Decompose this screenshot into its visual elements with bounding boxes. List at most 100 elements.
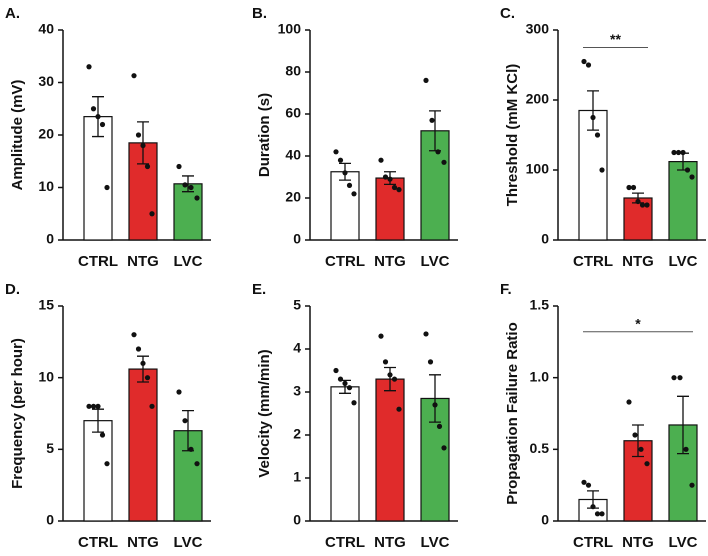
data-point: [432, 402, 438, 408]
y-tick-label: 5: [46, 440, 54, 456]
data-point: [599, 167, 605, 173]
data-point: [188, 446, 194, 452]
data-point: [677, 375, 683, 381]
x-tick-label: LVC: [421, 253, 450, 270]
y-tick-label: 40: [38, 21, 54, 37]
data-point: [346, 385, 353, 391]
data-point: [387, 176, 393, 182]
data-point: [632, 432, 638, 438]
data-point: [429, 117, 435, 123]
error-bar: [632, 424, 644, 458]
data-point: [149, 403, 155, 409]
bar: [173, 430, 203, 522]
bar: [173, 183, 203, 241]
y-tick-label: 0: [46, 512, 54, 528]
y-tick-label: 80: [285, 63, 301, 79]
data-point: [683, 446, 689, 452]
y-tick-label: 20: [285, 189, 301, 205]
x-tick-label: NTG: [127, 534, 159, 551]
data-point: [590, 114, 596, 121]
data-point: [95, 403, 101, 409]
data-point: [423, 331, 429, 337]
data-point: [176, 389, 182, 395]
bar: [330, 171, 360, 241]
data-point: [644, 202, 650, 208]
bar: [330, 386, 360, 522]
data-point: [337, 157, 344, 163]
data-point: [333, 149, 339, 155]
data-point: [671, 375, 677, 381]
data-point: [639, 202, 646, 208]
data-point: [144, 163, 151, 170]
y-tick-label: 60: [285, 105, 301, 121]
y-tick-label: 0: [46, 231, 54, 247]
data-point: [90, 403, 97, 409]
data-point: [585, 482, 592, 488]
y-tick-label: 100: [278, 21, 302, 37]
data-point: [351, 191, 357, 197]
data-point: [630, 184, 637, 191]
y-tick-label: 10: [38, 368, 54, 384]
data-point: [104, 461, 110, 467]
data-point: [675, 149, 682, 156]
data-point: [441, 159, 447, 165]
y-tick-label: 20: [38, 126, 54, 142]
error-bar: [92, 408, 104, 433]
data-point: [427, 359, 434, 365]
y-tick-label: 300: [526, 21, 550, 37]
y-axis-label: Threshold (mM KCl): [504, 64, 521, 207]
y-axis-label: Amplitude (mV): [9, 80, 26, 191]
x-tick-label: LVC: [174, 534, 203, 551]
data-point: [351, 400, 357, 406]
x-tick-label: CTRL: [325, 253, 365, 270]
data-point: [131, 73, 137, 79]
data-point: [86, 403, 92, 409]
bar: [375, 378, 405, 522]
y-tick-label: 30: [38, 73, 54, 89]
data-point: [182, 182, 188, 188]
bar: [83, 420, 113, 522]
significance-label: **: [610, 31, 621, 47]
data-point: [626, 184, 632, 191]
y-axis-label: Velocity (mm/min): [256, 349, 273, 477]
x-tick-label: NTG: [622, 253, 654, 270]
bar: [578, 109, 608, 241]
data-point: [441, 445, 447, 451]
bar: [668, 161, 698, 241]
y-tick-label: 3: [293, 383, 301, 399]
y-tick-label: 1.0: [530, 368, 550, 384]
x-tick-label: NTG: [622, 534, 654, 551]
y-tick-label: 40: [285, 147, 301, 163]
data-point: [90, 106, 97, 112]
data-point: [140, 142, 146, 149]
data-point: [188, 184, 194, 191]
data-point: [176, 163, 182, 170]
x-tick-label: LVC: [669, 253, 698, 270]
error-bar: [182, 175, 194, 193]
data-point: [581, 58, 587, 65]
panel-title: C.: [500, 5, 515, 22]
data-point: [86, 64, 92, 70]
data-point: [342, 380, 348, 386]
y-tick-label: 0: [541, 512, 549, 528]
data-point: [378, 157, 384, 163]
data-point: [671, 149, 677, 156]
error-bar: [137, 121, 149, 165]
data-point: [423, 77, 429, 83]
y-tick-label: 1.5: [530, 297, 550, 313]
error-bar: [137, 355, 149, 383]
data-point: [590, 504, 596, 510]
x-tick-label: CTRL: [573, 253, 613, 270]
panel-title: B.: [252, 5, 267, 22]
y-tick-label: 2: [293, 426, 301, 442]
y-axis-label: Frequency (per hour): [9, 338, 26, 489]
data-point: [131, 332, 137, 338]
data-point: [342, 170, 348, 176]
data-point: [396, 406, 402, 412]
panel-title: E.: [252, 281, 266, 298]
data-point: [144, 375, 151, 381]
data-point: [436, 423, 443, 429]
x-tick-label: NTG: [127, 253, 159, 270]
data-point: [182, 418, 188, 424]
x-tick-label: CTRL: [573, 534, 613, 551]
